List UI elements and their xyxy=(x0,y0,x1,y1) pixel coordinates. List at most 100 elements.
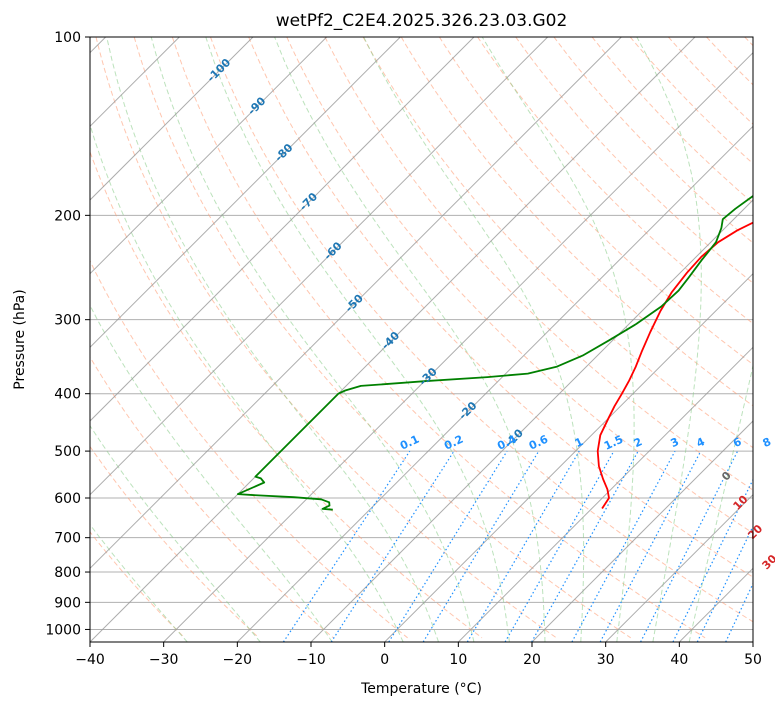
mixing-ratio-label: 0.6 xyxy=(527,432,550,452)
mixing-ratio-line xyxy=(754,451,775,642)
moist-adiabat-label: 20 xyxy=(745,522,765,542)
isotherms xyxy=(90,37,753,642)
mixing-ratio-line xyxy=(672,478,753,642)
y-tick-label: 1000 xyxy=(45,622,81,638)
moist-adiabat xyxy=(90,424,261,642)
dry-adiabat xyxy=(90,445,260,639)
isotherm-line xyxy=(163,51,753,642)
moist-adiabat xyxy=(688,363,753,642)
moist-adiabat xyxy=(363,37,585,642)
dry-adiabat xyxy=(629,37,753,165)
x-tick-label: 30 xyxy=(597,652,615,668)
dry-adiabat xyxy=(171,37,706,639)
moist-adiabat xyxy=(90,123,404,642)
plot-frame xyxy=(89,36,754,643)
line-labels: -100-90-80-70-60-50-40-30-20-100.1 0.2 0.4… xyxy=(205,56,775,603)
isotherm-line xyxy=(531,420,753,642)
mixing-ratio-line xyxy=(725,582,753,642)
dry-adiabat xyxy=(90,259,408,639)
x-tick-label: 0 xyxy=(380,652,389,668)
x-tick-label: 50 xyxy=(744,652,762,668)
isotherm-line xyxy=(236,125,753,642)
moist-adiabat-label: 30 xyxy=(760,552,775,572)
isotherm-line xyxy=(90,37,696,642)
sounding-profiles xyxy=(237,194,753,511)
x-tick-label: 40 xyxy=(670,652,688,668)
dry-adiabat xyxy=(553,37,753,244)
mixing-ratio-label: 0.2 xyxy=(442,433,465,453)
y-tick-label: 900 xyxy=(54,595,81,611)
x-tick-label: 10 xyxy=(449,652,467,668)
moist-adiabat xyxy=(90,304,333,642)
isotherm-label: -20 xyxy=(456,399,479,422)
isotherm-line xyxy=(90,37,549,496)
mixing-ratio-line xyxy=(504,450,615,642)
isotherm-line xyxy=(605,493,753,642)
moist-adiabat-label: 10 xyxy=(731,493,751,513)
mixing-ratio-label: 8 xyxy=(761,435,773,450)
mixing-ratio-label: 0.1 xyxy=(398,433,421,453)
isotherm-line xyxy=(90,37,622,570)
moist-adiabat xyxy=(636,37,702,642)
background-grid xyxy=(90,36,753,630)
y-tick-label: 500 xyxy=(54,444,81,460)
isotherm-line xyxy=(457,346,753,642)
isotherm-line xyxy=(384,272,753,642)
mixing-ratio-line xyxy=(282,450,411,642)
mixing-ratio-line xyxy=(531,450,639,642)
dry-adiabat xyxy=(133,37,631,639)
x-tick-label: −10 xyxy=(296,652,326,668)
moist-adiabat xyxy=(90,523,188,642)
dry-adiabat xyxy=(90,150,483,639)
axes: −40 −30 −20 −10 0 10 20 30 40 5010020030040050060… xyxy=(45,30,762,668)
x-tick-label: −40 xyxy=(75,652,105,668)
mixing-ratio-label: 6 xyxy=(731,435,744,450)
temperature-profile xyxy=(596,221,753,509)
mixing-ratio-line xyxy=(466,450,580,642)
mixing-ratio-line xyxy=(330,450,455,642)
mixing-ratio-lines xyxy=(282,450,775,642)
dry-adiabat xyxy=(400,37,753,407)
isotherm-line xyxy=(752,641,753,642)
dry-adiabat xyxy=(90,531,185,639)
y-tick-label: 100 xyxy=(54,30,81,46)
mixing-ratio-label: 4 xyxy=(694,435,707,450)
dry-adiabat xyxy=(706,37,753,86)
y-tick-label: 800 xyxy=(54,565,81,581)
isotherm-line xyxy=(90,37,328,275)
moist-adiabat-label: 40 xyxy=(773,583,775,603)
dry-adiabat xyxy=(362,37,753,449)
y-tick-label: 400 xyxy=(54,387,81,403)
mixing-ratio-line xyxy=(388,450,508,642)
x-tick-label: 20 xyxy=(523,652,541,668)
y-tick-label: 200 xyxy=(54,208,81,224)
mixing-ratio-line xyxy=(599,450,702,642)
dry-adiabat xyxy=(668,37,753,125)
dry-adiabat xyxy=(438,37,753,365)
moist-adiabat xyxy=(106,37,439,642)
dry-adiabat xyxy=(286,37,753,534)
dewpoint-profile xyxy=(237,194,753,511)
moist-adiabat xyxy=(481,37,635,642)
x-tick-label: −30 xyxy=(149,652,179,668)
chart-title: wetPf2_C2E4.2025.326.23.03.G02 xyxy=(276,11,568,31)
dry-adiabat xyxy=(744,37,753,47)
isotherm-line xyxy=(90,37,475,422)
mixing-ratio-line xyxy=(422,450,540,642)
y-tick-label: 700 xyxy=(54,531,81,547)
dry-adiabat xyxy=(95,37,557,639)
dry-adiabat xyxy=(515,37,753,284)
moist-adiabat xyxy=(205,37,510,642)
dry-adiabat xyxy=(210,37,753,623)
mixing-ratio-label: 1.5 xyxy=(602,433,625,453)
isotherm-line xyxy=(678,567,753,642)
y-axis-label: Pressure (hPa) xyxy=(12,289,28,389)
isotherm-line xyxy=(90,37,401,349)
dry-adiabat xyxy=(248,37,753,578)
dry-adiabat xyxy=(324,37,753,491)
dry-adiabat xyxy=(591,37,753,204)
y-tick-label: 300 xyxy=(54,313,81,329)
dry-adiabat xyxy=(90,356,334,639)
adiabats xyxy=(90,37,753,642)
